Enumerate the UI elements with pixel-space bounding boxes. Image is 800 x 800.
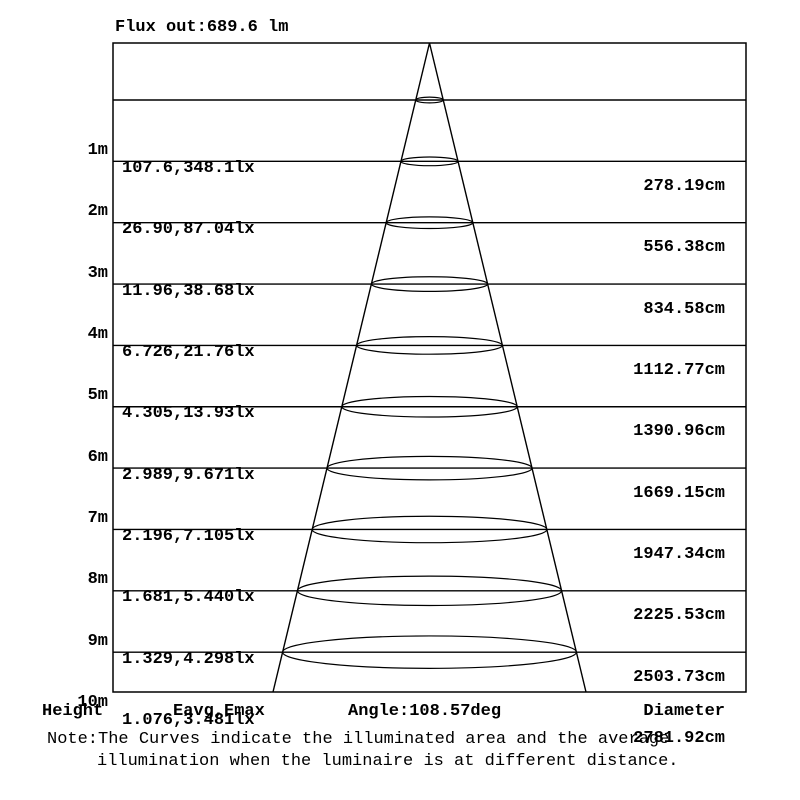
height-label: 1m (87, 141, 108, 160)
table-row: 10m 1.076,3.481lx 2781.92cm (0, 658, 800, 748)
height-label: 3m (87, 263, 108, 283)
flux-out-title: Flux out:689.6 lm (115, 18, 289, 37)
footer-diameter-label: Diameter (643, 702, 725, 721)
height-label: 5m (87, 386, 108, 406)
note-line-2: illumination when the luminaire is at di… (97, 752, 679, 771)
beam-ellipse (311, 515, 548, 544)
height-label: 7m (87, 509, 108, 529)
diameter-value: 556.38cm (643, 238, 725, 258)
height-label: 9m (87, 631, 108, 651)
diameter-value: 1947.34cm (633, 545, 725, 565)
eavg-emax-value: 1.329,4.298lx (122, 649, 255, 669)
beam-ellipse (296, 575, 563, 607)
eavg-emax-value: 1.681,5.440lx (122, 588, 255, 608)
note-line-1: Note:The Curves indicate the illuminated… (47, 730, 670, 749)
diameter-value: 1112.77cm (633, 361, 725, 381)
height-label: 6m (87, 447, 108, 467)
beam-ellipse (370, 276, 489, 292)
diameter-value: 834.58cm (643, 299, 725, 319)
eavg-emax-value: 107.6,348.1lx (122, 159, 255, 178)
beam-ellipse (341, 395, 518, 418)
height-label: 10m (77, 693, 108, 713)
table-row: 4m 6.726,21.76lx 1112.77cm (0, 290, 800, 380)
diameter-value: 1390.96cm (633, 422, 725, 442)
beam-ellipse (415, 96, 444, 104)
diameter-value: 278.19cm (643, 177, 725, 196)
eavg-emax-value: 4.305,13.93lx (122, 404, 255, 424)
table-row: 7m 2.196,7.105lx 1947.34cm (0, 474, 800, 564)
beam-ellipse (282, 635, 577, 669)
diameter-value: 2781.92cm (633, 729, 725, 749)
table-row: 2m 26.90,87.04lx 556.38cm (0, 167, 800, 257)
diameter-value: 1669.15cm (633, 483, 725, 503)
table-row: 1m 107.6,348.1lx 278.19cm (0, 106, 800, 196)
table-row: 8m 1.681,5.440lx 2225.53cm (0, 535, 800, 625)
cone-edge-right (428, 42, 587, 693)
diameter-value: 2225.53cm (633, 606, 725, 626)
cone-edge-left (272, 42, 431, 693)
table-row: 5m 4.305,13.93lx 1390.96cm (0, 351, 800, 441)
table-row: 9m 1.329,4.298lx 2503.73cm (0, 597, 800, 686)
height-label: 4m (87, 325, 108, 345)
footer-height-label: Height (42, 702, 104, 721)
footer-beam-angle-label: Angle:108.57deg (348, 702, 502, 721)
eavg-emax-value: 2.196,7.105lx (122, 527, 255, 547)
eavg-emax-value: 26.90,87.04lx (122, 220, 255, 240)
table-row: 6m 2.989,9.671lx 1669.15cm (0, 413, 800, 502)
height-label: 2m (87, 202, 108, 222)
table-row: 3m 11.96,38.68lx 834.58cm (0, 229, 800, 318)
eavg-emax-value: 1.076,3.481lx (122, 711, 255, 731)
beam-ellipse (355, 336, 504, 355)
height-label: 8m (87, 570, 108, 590)
beam-ellipse (385, 216, 474, 230)
eavg-emax-value: 6.726,21.76lx (122, 343, 255, 363)
eavg-emax-value: 2.989,9.671lx (122, 465, 255, 485)
beam-ellipse (326, 455, 533, 481)
footer-eavg-emax-label: Eavg,Emax (173, 702, 265, 721)
diameter-value: 2503.73cm (633, 667, 725, 687)
beam-ellipse (400, 156, 459, 167)
eavg-emax-value: 11.96,38.68lx (122, 281, 255, 301)
